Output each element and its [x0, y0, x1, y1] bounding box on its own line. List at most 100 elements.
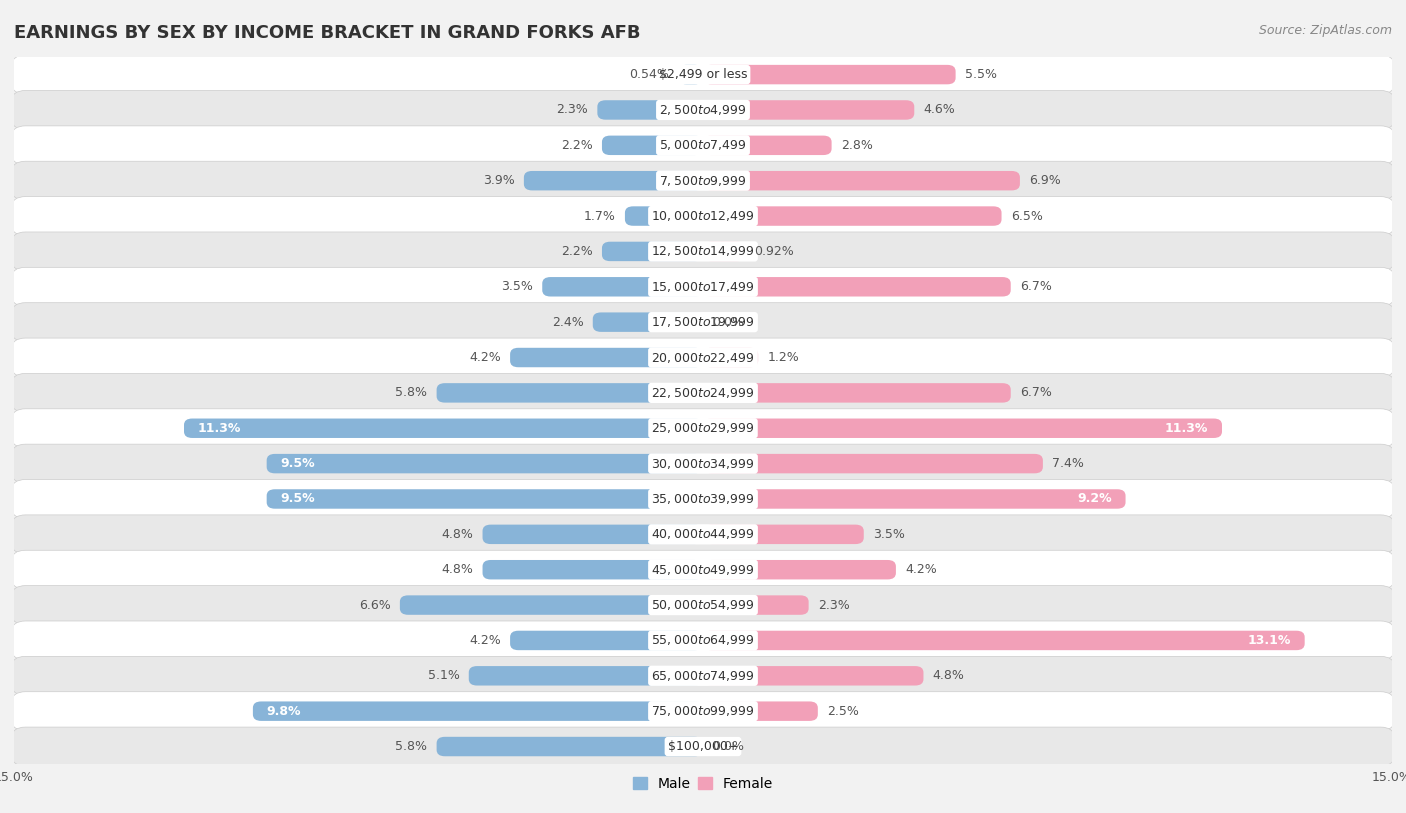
FancyBboxPatch shape: [703, 560, 896, 580]
Text: 6.5%: 6.5%: [1011, 210, 1043, 223]
FancyBboxPatch shape: [468, 666, 703, 685]
FancyBboxPatch shape: [703, 383, 1011, 402]
FancyBboxPatch shape: [11, 126, 1395, 165]
FancyBboxPatch shape: [11, 480, 1395, 519]
Text: $65,000 to $74,999: $65,000 to $74,999: [651, 669, 755, 683]
FancyBboxPatch shape: [703, 207, 1001, 226]
Text: 6.6%: 6.6%: [359, 598, 391, 611]
FancyBboxPatch shape: [678, 65, 703, 85]
Text: $15,000 to $17,499: $15,000 to $17,499: [651, 280, 755, 293]
FancyBboxPatch shape: [11, 338, 1395, 377]
FancyBboxPatch shape: [437, 383, 703, 402]
FancyBboxPatch shape: [703, 631, 1305, 650]
FancyBboxPatch shape: [11, 302, 1395, 341]
Text: 5.8%: 5.8%: [395, 386, 427, 399]
Text: $2,500 to $4,999: $2,500 to $4,999: [659, 103, 747, 117]
Text: $5,000 to $7,499: $5,000 to $7,499: [659, 138, 747, 152]
Text: 4.2%: 4.2%: [470, 634, 501, 647]
FancyBboxPatch shape: [703, 595, 808, 615]
Text: 5.8%: 5.8%: [395, 740, 427, 753]
Text: 0.92%: 0.92%: [755, 245, 794, 258]
Text: $25,000 to $29,999: $25,000 to $29,999: [651, 421, 755, 435]
Text: 3.9%: 3.9%: [482, 174, 515, 187]
FancyBboxPatch shape: [11, 727, 1395, 766]
FancyBboxPatch shape: [598, 100, 703, 120]
FancyBboxPatch shape: [703, 702, 818, 721]
FancyBboxPatch shape: [543, 277, 703, 297]
Text: 6.7%: 6.7%: [1019, 280, 1052, 293]
FancyBboxPatch shape: [267, 489, 703, 509]
FancyBboxPatch shape: [11, 621, 1395, 660]
FancyBboxPatch shape: [703, 277, 1011, 297]
Text: 4.2%: 4.2%: [905, 563, 936, 576]
Text: 2.8%: 2.8%: [841, 139, 873, 152]
Text: 2.4%: 2.4%: [551, 315, 583, 328]
Text: 4.8%: 4.8%: [441, 563, 474, 576]
Text: 6.7%: 6.7%: [1019, 386, 1052, 399]
FancyBboxPatch shape: [602, 136, 703, 155]
Text: 5.1%: 5.1%: [427, 669, 460, 682]
FancyBboxPatch shape: [624, 207, 703, 226]
FancyBboxPatch shape: [11, 197, 1395, 236]
Text: 0.0%: 0.0%: [713, 740, 744, 753]
Text: $17,500 to $19,999: $17,500 to $19,999: [651, 315, 755, 329]
FancyBboxPatch shape: [11, 585, 1395, 624]
Text: $2,499 or less: $2,499 or less: [659, 68, 747, 81]
FancyBboxPatch shape: [267, 454, 703, 473]
FancyBboxPatch shape: [11, 515, 1395, 554]
FancyBboxPatch shape: [11, 90, 1395, 129]
Text: $40,000 to $44,999: $40,000 to $44,999: [651, 528, 755, 541]
FancyBboxPatch shape: [510, 631, 703, 650]
Text: Source: ZipAtlas.com: Source: ZipAtlas.com: [1258, 24, 1392, 37]
Text: 6.9%: 6.9%: [1029, 174, 1062, 187]
FancyBboxPatch shape: [11, 161, 1395, 200]
Text: EARNINGS BY SEX BY INCOME BRACKET IN GRAND FORKS AFB: EARNINGS BY SEX BY INCOME BRACKET IN GRA…: [14, 24, 641, 42]
Text: $20,000 to $22,499: $20,000 to $22,499: [651, 350, 755, 364]
Text: $100,000+: $100,000+: [668, 740, 738, 753]
FancyBboxPatch shape: [703, 65, 956, 85]
FancyBboxPatch shape: [703, 666, 924, 685]
Text: 4.8%: 4.8%: [441, 528, 474, 541]
Text: 2.3%: 2.3%: [557, 103, 588, 116]
FancyBboxPatch shape: [703, 136, 831, 155]
FancyBboxPatch shape: [510, 348, 703, 367]
Text: 9.5%: 9.5%: [280, 493, 315, 506]
Text: $22,500 to $24,999: $22,500 to $24,999: [651, 386, 755, 400]
Text: 0.54%: 0.54%: [628, 68, 669, 81]
Text: 2.2%: 2.2%: [561, 139, 593, 152]
FancyBboxPatch shape: [602, 241, 703, 261]
FancyBboxPatch shape: [11, 373, 1395, 412]
FancyBboxPatch shape: [703, 241, 745, 261]
FancyBboxPatch shape: [11, 267, 1395, 307]
FancyBboxPatch shape: [482, 524, 703, 544]
FancyBboxPatch shape: [703, 489, 1126, 509]
FancyBboxPatch shape: [11, 692, 1395, 731]
Text: 4.2%: 4.2%: [470, 351, 501, 364]
FancyBboxPatch shape: [399, 595, 703, 615]
FancyBboxPatch shape: [703, 100, 914, 120]
Text: 3.5%: 3.5%: [501, 280, 533, 293]
Text: 11.3%: 11.3%: [1164, 422, 1208, 435]
Text: 1.7%: 1.7%: [583, 210, 616, 223]
Text: 4.6%: 4.6%: [924, 103, 955, 116]
FancyBboxPatch shape: [11, 232, 1395, 271]
FancyBboxPatch shape: [703, 419, 1222, 438]
Text: 4.8%: 4.8%: [932, 669, 965, 682]
FancyBboxPatch shape: [11, 409, 1395, 448]
Text: 9.8%: 9.8%: [267, 705, 301, 718]
Text: 5.5%: 5.5%: [965, 68, 997, 81]
FancyBboxPatch shape: [482, 560, 703, 580]
FancyBboxPatch shape: [11, 444, 1395, 483]
Text: 13.1%: 13.1%: [1247, 634, 1291, 647]
Text: 1.2%: 1.2%: [768, 351, 799, 364]
Text: $10,000 to $12,499: $10,000 to $12,499: [651, 209, 755, 223]
Text: 2.2%: 2.2%: [561, 245, 593, 258]
FancyBboxPatch shape: [437, 737, 703, 756]
Text: $50,000 to $54,999: $50,000 to $54,999: [651, 598, 755, 612]
FancyBboxPatch shape: [593, 312, 703, 332]
Text: $75,000 to $99,999: $75,000 to $99,999: [651, 704, 755, 718]
Text: 7.4%: 7.4%: [1052, 457, 1084, 470]
FancyBboxPatch shape: [11, 550, 1395, 589]
Text: $45,000 to $49,999: $45,000 to $49,999: [651, 563, 755, 576]
Text: 0.0%: 0.0%: [713, 315, 744, 328]
